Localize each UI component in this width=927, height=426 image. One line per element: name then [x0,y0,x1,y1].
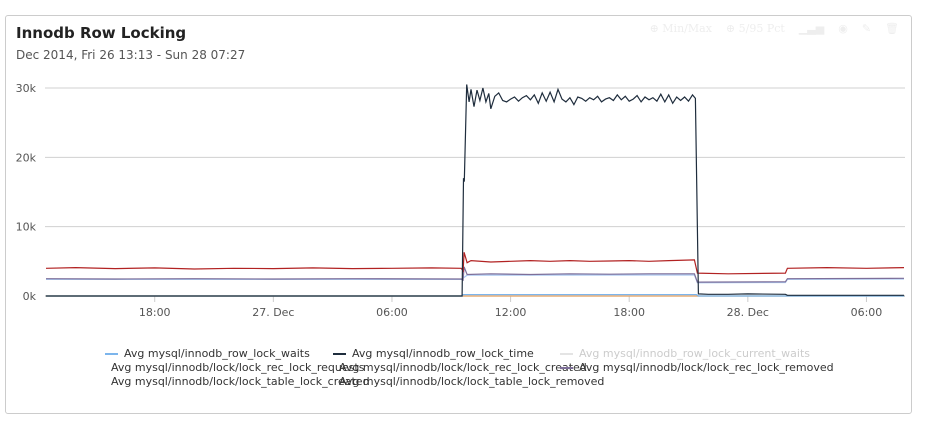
bar-chart-icon[interactable]: ▁▃▅ [798,22,825,35]
chart-subtitle: Dec 2014, Fri 26 13:13 - Sun 28 07:27 [16,48,246,62]
legend-item[interactable]: Avg mysql/innodb/lock/lock_rec_lock_requ… [105,361,364,374]
legend-item[interactable]: Avg mysql/innodb_row_lock_waits [105,347,333,360]
legend-item[interactable]: Avg mysql/innodb_row_lock_current_waits [560,347,834,360]
x-tick-label: 12:00 [495,306,527,319]
legend-label: Avg mysql/innodb/lock/lock_table_lock_re… [339,375,605,388]
legend-item[interactable]: Avg mysql/innodb_row_lock_time [333,347,560,360]
series-line [46,84,904,297]
y-tick-label: 20k [16,151,37,164]
legend-label: Avg mysql/innodb/lock/lock_rec_lock_crea… [339,361,587,374]
legend-label: Avg mysql/innodb_row_lock_current_waits [579,347,810,360]
legend-swatch [333,352,346,355]
legend-label: Avg mysql/innodb/lock/lock_table_lock_cr… [111,375,370,388]
legend-item[interactable]: Avg mysql/innodb/lock/lock_rec_lock_crea… [333,361,587,374]
minmax-label: Min/Max [662,22,712,35]
series-line [45,266,905,283]
legend-swatch [560,366,573,369]
x-tick-label: 06:00 [851,306,883,319]
edit-icon[interactable]: ✎ [861,22,872,35]
line-chart: 0k 10k 20k 30k 18:00 27. Dec 06:00 12:00 18:00 28… [16,82,905,319]
legend-label: Avg mysql/innodb/lock/lock_rec_lock_remo… [579,361,834,374]
x-tick-label: 28. Dec [727,306,769,319]
pct-label: 5/95 Pct [738,22,785,35]
chart-title: Innodb Row Locking [16,24,187,42]
chart-legend: Avg mysql/innodb_row_lock_waits Avg mysql… [105,347,834,388]
x-tick-label: 27. Dec [252,306,294,319]
legend-item[interactable]: Avg mysql/innodb/lock/lock_table_lock_re… [333,375,604,388]
chart-card: Innodb Row Locking Dec 2014, Fri 26 13:1… [5,15,912,414]
legend-item[interactable]: Avg mysql/innodb/lock/lock_rec_lock_remo… [560,361,834,374]
series-line [45,252,905,275]
x-tick-label: 18:00 [613,306,645,319]
y-tick-label: 10k [16,221,37,234]
legend-label: Avg mysql/innodb_row_lock_time [352,347,534,360]
trash-icon[interactable]: 🗑 [885,22,899,35]
chart-toolbar: ⊕ Min/Max ⊕ 5/95 Pct ▁▃▅ ◉ ✎ 🗑 [650,22,899,35]
target-icon[interactable]: ◉ [838,22,848,35]
y-tick-label: 30k [16,82,37,95]
legend-swatch [560,352,573,355]
legend-label: Avg mysql/innodb/lock/lock_rec_lock_requ… [111,361,365,374]
x-tick-label: 06:00 [376,306,408,319]
legend-swatch [105,352,118,355]
pct-button[interactable]: ⊕ 5/95 Pct [725,22,785,35]
minmax-button[interactable]: ⊕ Min/Max [649,22,712,35]
legend-item[interactable]: Avg mysql/innodb/lock/lock_table_lock_cr… [105,375,370,388]
x-tick-label: 18:00 [139,306,171,319]
y-tick-label: 0k [23,290,37,303]
legend-label: Avg mysql/innodb_row_lock_waits [124,347,310,360]
